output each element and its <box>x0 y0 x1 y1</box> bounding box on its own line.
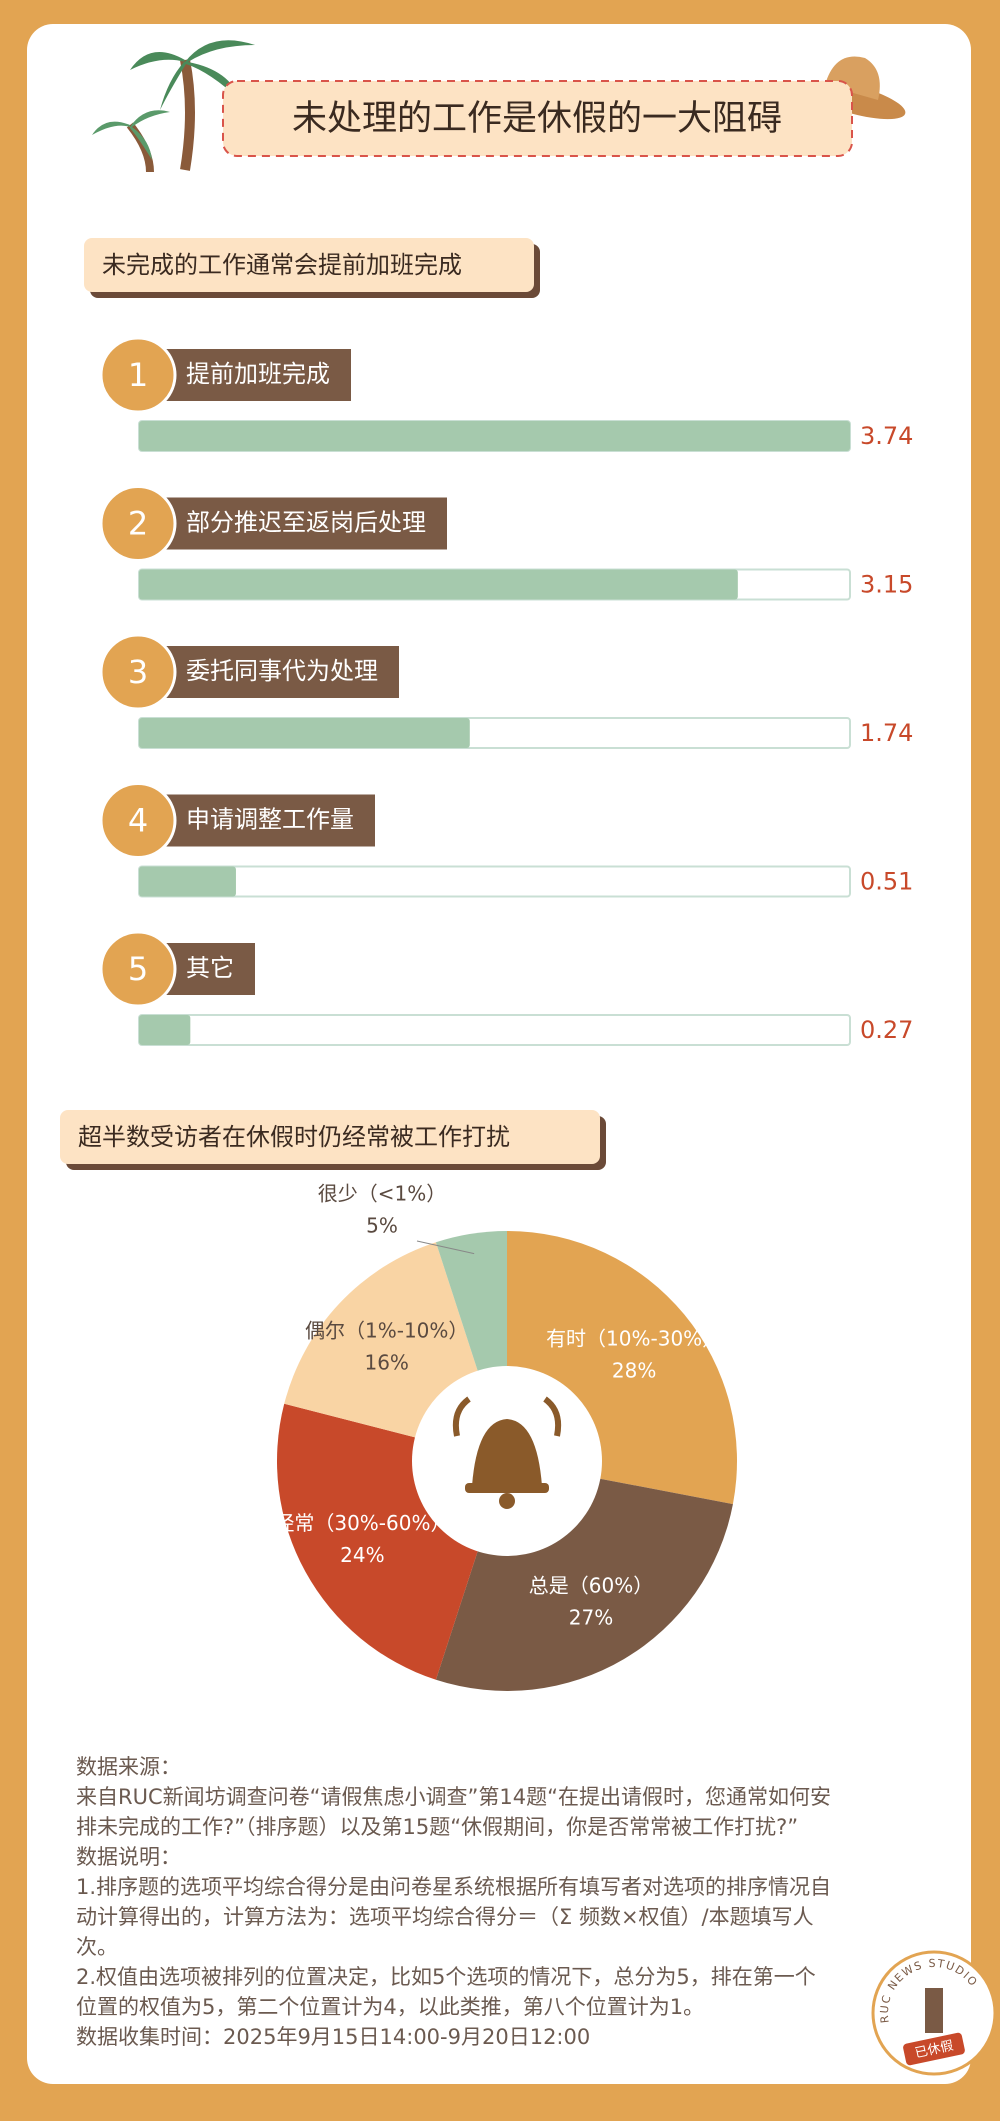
label-box <box>165 943 255 995</box>
rank-label: 1 <box>128 356 148 394</box>
bar-track <box>138 1014 851 1046</box>
lighthouse <box>925 1988 943 2033</box>
section-heading: 未完成的工作通常会提前加班完成 <box>102 251 462 279</box>
rank-label: 3 <box>128 653 148 691</box>
section-heading: 超半数受访者在休假时仍经常被工作打扰 <box>78 1123 510 1151</box>
note-line: 2.权值由选项被排列的位置决定，比如5个选项的情况下，总分为5，排在第一个位置的… <box>76 1965 816 2019</box>
slice-value: 24% <box>340 1543 384 1567</box>
leader-line <box>416 1240 475 1255</box>
slice-label: 偶尔（1%-10%） <box>305 1319 468 1343</box>
logo-badge-box <box>903 2032 965 2066</box>
bell-wave <box>452 1396 471 1437</box>
slice-value: 16% <box>364 1351 408 1375</box>
note-line: 数据说明： <box>76 1845 181 1869</box>
rank-label: 4 <box>128 802 148 840</box>
value-label: 3.15 <box>860 571 913 599</box>
rank-label: 5 <box>128 950 148 988</box>
slice-label: 有时（10%-30%） <box>546 1326 722 1350</box>
slice-value: 28% <box>612 1358 656 1382</box>
bell-base <box>465 1483 549 1493</box>
value-label: 3.74 <box>860 422 913 450</box>
title-box <box>222 80 853 157</box>
bar-track <box>138 865 851 898</box>
note-line: 来自RUC新闻坊调查问卷“请假焦虑小调查”第14题“在提出请假时，您通常如何安排… <box>76 1785 831 1839</box>
bar <box>139 718 470 748</box>
label-box <box>165 794 375 847</box>
bar <box>139 569 738 600</box>
palm-decoration <box>92 40 255 173</box>
slice-value: 5% <box>366 1214 398 1238</box>
slice-value: 27% <box>569 1606 613 1630</box>
label-box <box>165 497 447 550</box>
bar <box>139 1015 191 1045</box>
value-label: 1.74 <box>860 719 913 747</box>
category-label: 委托同事代为处理 <box>186 657 378 685</box>
bar <box>139 866 236 897</box>
rank-circle <box>99 485 177 562</box>
bell-wave <box>543 1396 562 1437</box>
slice-label: 经常（30%-60%） <box>274 1511 450 1535</box>
rank-circle <box>99 782 177 859</box>
slice-label: 很少（<1%） <box>318 1182 447 1206</box>
value-label: 0.27 <box>860 1016 913 1044</box>
label-box <box>165 349 351 401</box>
rank-circle <box>99 930 177 1008</box>
notes: 数据来源： 来自RUC新闻坊调查问卷“请假焦虑小调查”第14题“在提出请假时，您通… <box>76 1752 836 2052</box>
category-label: 申请调整工作量 <box>186 806 354 834</box>
bell-icon <box>452 1396 562 1509</box>
note-line: 数据收集时间：2025年9月15日14:00-9月20日12:00 <box>76 2025 591 2049</box>
page-title: 未处理的工作是休假的一大阻碍 <box>292 99 782 139</box>
rank-circle <box>99 633 177 711</box>
bell-clapper <box>499 1493 515 1509</box>
note-line: 1.排序题的选项平均综合得分是由问卷星系统根据所有填写者对选项的排序情况自动计算… <box>76 1875 832 1959</box>
bar <box>139 421 850 451</box>
rank-circle <box>99 336 177 414</box>
note-line: 数据来源： <box>76 1755 181 1779</box>
bell-body <box>472 1419 542 1486</box>
heading-box <box>60 1110 600 1164</box>
category-label: 其它 <box>186 954 234 982</box>
heading-box <box>84 238 534 292</box>
label-box <box>165 646 399 698</box>
rank-label: 2 <box>128 505 148 543</box>
slice-label: 总是（60%） <box>529 1574 653 1598</box>
category-label: 部分推迟至返岗后处理 <box>186 509 426 537</box>
value-label: 0.51 <box>860 868 913 896</box>
category-label: 提前加班完成 <box>186 360 330 388</box>
